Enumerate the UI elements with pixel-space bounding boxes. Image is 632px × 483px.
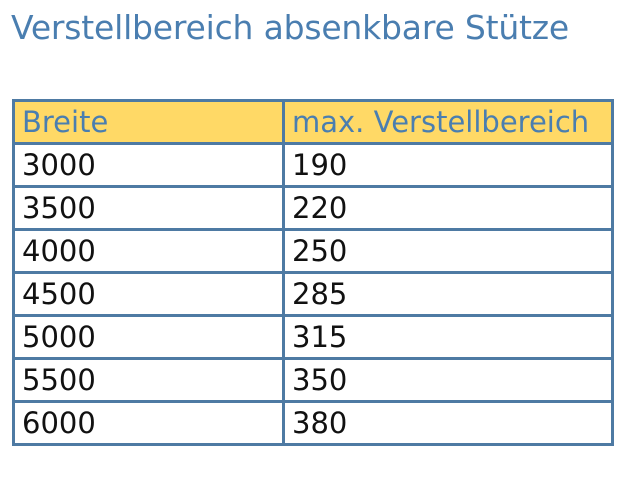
table-header-row: Breite max. Verstellbereich [12,99,614,145]
table-row: 5500 350 [12,357,614,403]
cell-breite: 3000 [12,142,285,188]
table-row: 4500 285 [12,271,614,317]
cell-breite: 3500 [12,185,285,231]
cell-breite: 5000 [12,314,285,360]
table-row: 3000 190 [12,142,614,188]
cell-breite: 5500 [12,357,285,403]
adjustment-range-table: Breite max. Verstellbereich 3000 190 350… [12,99,614,446]
cell-verstellbereich: 285 [282,271,614,317]
column-header-max-verstellbereich: max. Verstellbereich [282,99,614,145]
cell-breite: 6000 [12,400,285,446]
column-header-breite: Breite [12,99,285,145]
table-row: 3500 220 [12,185,614,231]
table-row: 5000 315 [12,314,614,360]
cell-breite: 4000 [12,228,285,274]
cell-verstellbereich: 380 [282,400,614,446]
cell-verstellbereich: 220 [282,185,614,231]
table-row: 6000 380 [12,400,614,446]
page-title: Verstellbereich absenkbare Stütze [11,8,570,47]
cell-breite: 4500 [12,271,285,317]
cell-verstellbereich: 350 [282,357,614,403]
table-row: 4000 250 [12,228,614,274]
cell-verstellbereich: 315 [282,314,614,360]
cell-verstellbereich: 250 [282,228,614,274]
cell-verstellbereich: 190 [282,142,614,188]
